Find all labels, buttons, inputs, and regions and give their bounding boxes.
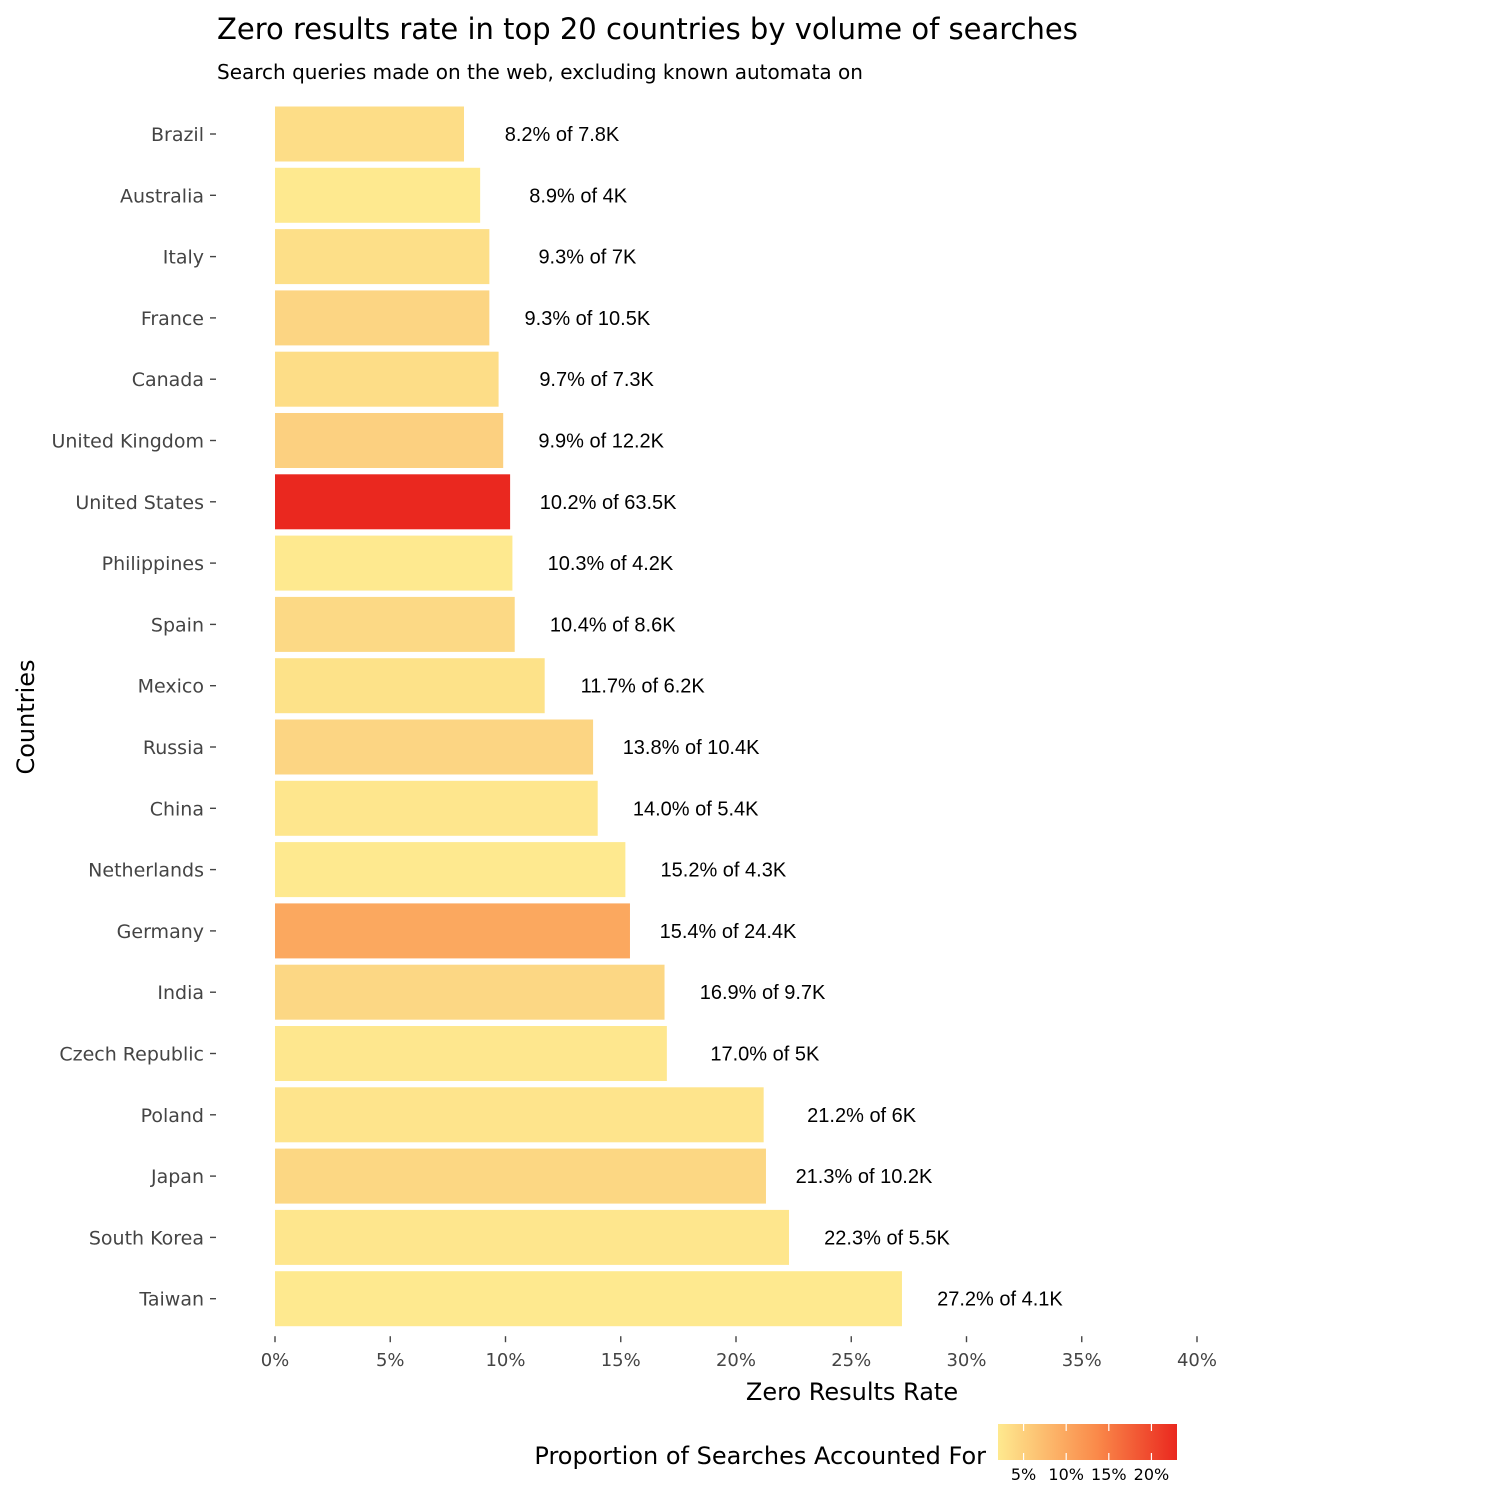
data-label: 14.0% of 5.4K — [633, 798, 759, 820]
x-axis-title: Zero Results Rate — [746, 1378, 958, 1406]
bar-australia — [275, 167, 481, 223]
bar-france — [275, 290, 490, 346]
y-tick-label: China — [150, 798, 204, 820]
bar-united-kingdom — [275, 413, 504, 468]
data-label: 21.3% of 10.2K — [796, 1166, 933, 1188]
bar-philippines — [275, 535, 513, 591]
y-tick-label: France — [141, 308, 204, 330]
data-label: 21.2% of 6K — [807, 1105, 917, 1127]
chart-subtitle: Search queries made on the web, excludin… — [217, 60, 863, 84]
y-axis-labels: Brazil Australia Italy France Canada United K… — [51, 124, 216, 1311]
bar-mexico — [275, 658, 545, 714]
data-label: 17.0% of 5K — [710, 1044, 820, 1066]
y-tick-label: Germany — [117, 921, 204, 943]
legend-tick-label: 10% — [1048, 1465, 1084, 1484]
chart-title: Zero results rate in top 20 countries by… — [217, 12, 1078, 46]
data-label: 15.4% of 24.4K — [660, 921, 797, 943]
y-tick-label: India — [157, 982, 204, 1004]
x-tick-label: 0% — [261, 1350, 290, 1371]
data-label: 27.2% of 4.1K — [937, 1289, 1063, 1311]
data-label: 10.2% of 63.5K — [540, 492, 677, 514]
y-tick-label: Taiwan — [138, 1289, 204, 1311]
y-tick-label: Canada — [132, 369, 204, 391]
y-tick-label: United States — [75, 492, 204, 514]
y-tick-label: Spain — [151, 614, 204, 636]
x-tick-label: 15% — [601, 1350, 641, 1371]
data-label: 22.3% of 5.5K — [824, 1227, 950, 1249]
y-tick-label: United Kingdom — [51, 431, 204, 453]
data-label: 8.9% of 4K — [529, 185, 628, 207]
y-axis-title: Countries — [12, 659, 40, 774]
x-tick-label: 35% — [1062, 1350, 1102, 1371]
y-tick-label: Russia — [143, 737, 204, 759]
bar-china — [275, 780, 598, 836]
y-tick-label: Poland — [141, 1105, 204, 1127]
bar-poland — [275, 1087, 764, 1143]
bar-czech-republic — [275, 1026, 667, 1081]
bar-italy — [275, 229, 490, 285]
data-label: 9.9% of 12.2K — [538, 431, 664, 453]
y-tick-label: Philippines — [102, 553, 204, 575]
legend-tick-label: 20% — [1134, 1465, 1170, 1484]
y-tick-label: Japan — [150, 1166, 204, 1188]
data-label: 9.7% of 7.3K — [539, 369, 654, 391]
data-label: 10.3% of 4.2K — [548, 553, 674, 575]
x-tick-label: 25% — [831, 1350, 871, 1371]
bar-india — [275, 964, 665, 1020]
data-label: 15.2% of 4.3K — [661, 860, 787, 882]
data-label: 10.4% of 8.6K — [550, 614, 676, 636]
legend-colorbar — [998, 1424, 1177, 1460]
bar-taiwan — [275, 1271, 902, 1327]
data-label: 9.3% of 10.5K — [525, 308, 651, 330]
x-tick-label: 30% — [946, 1350, 986, 1371]
x-tick-label: 10% — [485, 1350, 525, 1371]
bars-layer: 8.2% of 7.8K 8.9% of 4K 9.3% of 7K 9.3% of … — [275, 106, 1063, 1327]
data-label: 8.2% of 7.8K — [505, 124, 620, 146]
x-axis: 0% 5% 10% 15% 20% 25% 30% 35% 40% — [261, 1336, 1217, 1371]
legend-title: Proportion of Searches Accounted For — [534, 1442, 986, 1470]
x-tick-label: 40% — [1177, 1350, 1217, 1371]
x-tick-label: 5% — [376, 1350, 405, 1371]
data-label: 13.8% of 10.4K — [623, 737, 760, 759]
y-tick-label: South Korea — [89, 1227, 204, 1249]
bar-united-states — [275, 474, 511, 530]
legend-tick-label: 15% — [1091, 1465, 1127, 1484]
bar-spain — [275, 596, 515, 652]
data-label: 11.7% of 6.2K — [581, 676, 706, 698]
bar-brazil — [275, 106, 465, 162]
y-tick-label: Brazil — [151, 124, 204, 146]
legend-tick-label: 5% — [1011, 1465, 1036, 1484]
y-tick-label: Italy — [163, 247, 204, 269]
y-tick-label: Netherlands — [88, 860, 204, 882]
y-tick-label: Australia — [120, 185, 204, 207]
bar-netherlands — [275, 842, 626, 898]
bar-south-korea — [275, 1209, 790, 1265]
bar-japan — [275, 1148, 766, 1204]
bar-germany — [275, 903, 630, 959]
bar-russia — [275, 719, 594, 775]
y-tick-label: Czech Republic — [59, 1044, 204, 1066]
legend-ticks: 5% 10% 15% 20% — [1011, 1424, 1169, 1484]
x-tick-label: 20% — [716, 1350, 756, 1371]
legend: Proportion of Searches Accounted For 5% 1… — [534, 1424, 1177, 1484]
y-tick-label: Mexico — [138, 676, 204, 698]
data-label: 9.3% of 7K — [538, 247, 637, 269]
bar-canada — [275, 351, 499, 407]
data-label: 16.9% of 9.7K — [700, 982, 826, 1004]
